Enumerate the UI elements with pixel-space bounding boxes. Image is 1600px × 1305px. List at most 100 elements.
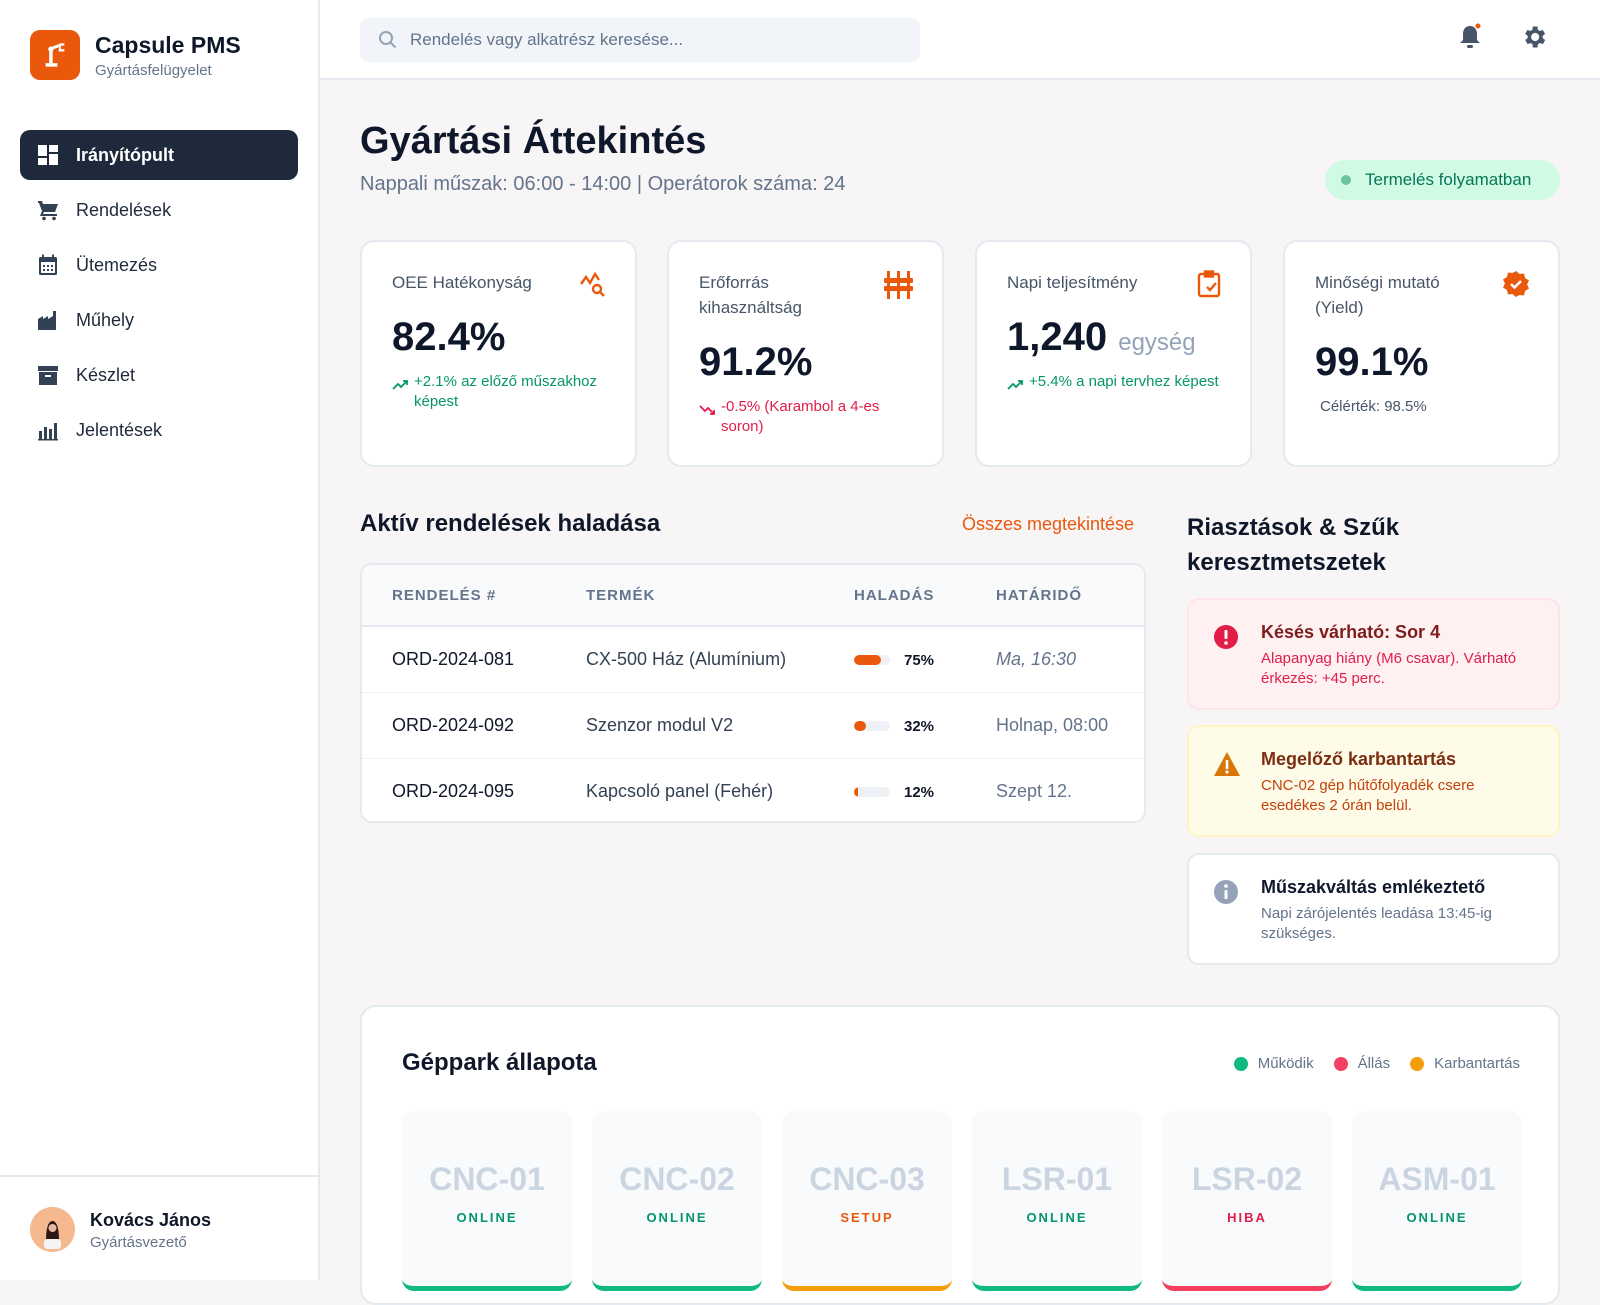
order-id[interactable]: ORD-2024-081 — [392, 649, 515, 669]
alert-title: Műszakváltás emlékeztető — [1261, 877, 1486, 897]
sidebar-item-schedule[interactable]: Ütemezés — [20, 240, 298, 290]
sidebar-item-label: Jelentések — [76, 419, 163, 440]
table-header: RENDELÉS # TERMÉK HALADÁS HATÁRIDŐ — [362, 565, 1144, 627]
sidebar-item-orders[interactable]: Rendelések — [20, 185, 298, 235]
dashboard-icon — [38, 145, 58, 165]
status-badge: Termelés folyamatban — [1325, 160, 1560, 200]
progress-cell: 75% — [854, 649, 934, 670]
machine-card[interactable]: CNC-01 ONLINE — [402, 1111, 572, 1291]
search-input[interactable]: Rendelés vagy alkatrész keresése... — [360, 18, 920, 62]
due-date: Holnap, 08:00 — [996, 715, 1109, 735]
user-name: Kovács János — [90, 1210, 212, 1230]
sidebar-item-reports[interactable]: Jelentések — [20, 405, 298, 455]
sidebar-item-label: Műhely — [76, 309, 135, 330]
table-row[interactable]: ORD-2024-081 CX-500 Ház (Alumínium) 75% … — [362, 627, 1144, 693]
bar-chart-icon — [38, 423, 58, 441]
table-row[interactable]: ORD-2024-095 Kapcsoló panel (Fehér) 12% … — [362, 759, 1144, 821]
column-header[interactable]: HALADÁS — [854, 586, 935, 604]
legend-label: Működik — [1257, 1055, 1314, 1072]
alert-description: Alapanyag hiány (M6 csavar). Várható érk… — [1261, 650, 1517, 687]
table-row[interactable]: ORD-2024-092 Szenzor modul V2 32% Holnap… — [362, 693, 1144, 759]
chart-search-icon — [580, 271, 605, 297]
alerts-section-title: Riasztások & Szűk keresztmetszetek — [1187, 514, 1400, 576]
sidebar-item-label: Készlet — [76, 364, 136, 385]
product-name: Kapcsoló panel (Fehér) — [586, 781, 774, 801]
column-header[interactable]: HATÁRIDŐ — [996, 586, 1083, 604]
alert-error[interactable]: Késés várható: Sor 4 Alapanyag hiány (M6… — [1187, 598, 1560, 710]
kpi-delta-text: +2.1% az előző műszakhoz képest — [414, 373, 598, 410]
legend-item-stopped: Állás — [1333, 1055, 1390, 1072]
status-text: Termelés folyamatban — [1365, 170, 1532, 189]
verified-badge-icon — [1503, 271, 1529, 297]
due-date: Szept 12. — [996, 781, 1073, 801]
kpi-unit: egység — [1118, 329, 1196, 356]
fleet-status-card: Géppark állapota Működik Állás Karbantar… — [360, 1005, 1560, 1305]
kpi-card-utilization: Erőforrás kihasználtság 91.2% -0.5% (Kar… — [667, 240, 944, 467]
progress-bar — [854, 721, 890, 732]
kpi-value: 99.1% — [1315, 340, 1429, 384]
sidebar-item-workshop[interactable]: Műhely — [20, 295, 298, 345]
machine-card[interactable]: CNC-02 ONLINE — [592, 1111, 762, 1291]
error-icon — [1214, 625, 1238, 649]
notifications-button[interactable] — [1453, 20, 1487, 54]
due-date: Ma, 16:30 — [996, 649, 1077, 669]
product-name: CX-500 Ház (Alumínium) — [586, 649, 787, 669]
kpi-label: Minőségi mutató (Yield) — [1315, 273, 1440, 317]
sidebar-item-dashboard[interactable]: Irányítópult — [20, 130, 298, 180]
column-header[interactable]: RENDELÉS # — [392, 586, 497, 604]
alert-title: Késés várható: Sor 4 — [1261, 622, 1441, 642]
sidebar-item-label: Rendelések — [76, 199, 172, 220]
sidebar-nav: Irányítópult Rendelések Ütemezés Műhely … — [20, 130, 298, 460]
search-icon — [379, 31, 397, 49]
kpi-delta-text: -0.5% (Karambol a 4-es soron) — [721, 398, 880, 435]
machine-status: ONLINE — [1406, 1210, 1468, 1225]
kpi-value: 91.2% — [699, 340, 813, 384]
progress-fill — [854, 721, 866, 732]
alert-info[interactable]: Műszakváltás emlékeztető Napi zárójelent… — [1187, 853, 1560, 965]
alert-warning[interactable]: Megelőző karbantartás CNC-02 gép hűtőfol… — [1187, 725, 1560, 837]
machine-name: CNC-03 — [809, 1161, 925, 1197]
machine-card[interactable]: LSR-01 ONLINE — [972, 1111, 1142, 1291]
trend-up-icon — [392, 380, 408, 390]
order-id[interactable]: ORD-2024-095 — [392, 781, 515, 801]
column-header[interactable]: TERMÉK — [586, 586, 656, 604]
view-all-link[interactable]: Összes megtekintése — [962, 514, 1135, 534]
legend-item-running: Működik — [1233, 1055, 1314, 1072]
progress-cell: 32% — [854, 715, 934, 736]
kpi-value: 1,240 egység — [1007, 315, 1220, 360]
orders-section-title: Aktív rendelések haladása — [360, 510, 661, 537]
sidebar-item-inventory[interactable]: Készlet — [20, 350, 298, 400]
trend-down-icon — [699, 405, 715, 415]
machine-name: CNC-02 — [619, 1161, 735, 1197]
clipboard-check-icon — [1197, 270, 1221, 298]
machine-card[interactable]: LSR-02 HIBA — [1162, 1111, 1332, 1291]
machine-card[interactable]: ASM-01 ONLINE — [1352, 1111, 1522, 1291]
brand: Capsule PMS Gyártásfelügyelet — [95, 32, 241, 79]
avatar — [30, 1207, 75, 1252]
factory-icon — [38, 311, 56, 330]
progress-bar — [854, 655, 890, 666]
cart-icon — [38, 201, 58, 221]
kpi-value: 82.4% — [392, 315, 506, 359]
app-title: Capsule PMS — [95, 32, 241, 58]
order-id[interactable]: ORD-2024-092 — [392, 715, 515, 735]
machine-name: LSR-01 — [1001, 1161, 1113, 1197]
progress-bar — [854, 787, 890, 798]
machine-status: HIBA — [1227, 1210, 1267, 1225]
user-profile[interactable]: Kovács János Gyártásvezető — [0, 1175, 318, 1280]
settings-button[interactable] — [1517, 20, 1551, 54]
green-dot-icon — [1233, 1056, 1248, 1071]
orange-dot-icon — [1410, 1056, 1425, 1071]
kpi-label: Napi teljesítmény — [1007, 273, 1138, 292]
archive-icon — [38, 366, 58, 385]
topbar: Rendelés vagy alkatrész keresése... — [320, 0, 1600, 80]
app-subtitle: Gyártásfelügyelet — [95, 62, 212, 79]
sidebar: Capsule PMS Gyártásfelügyelet Irányítópu… — [0, 0, 320, 1280]
machine-status: SETUP — [840, 1210, 894, 1225]
orders-table: RENDELÉS # TERMÉK HALADÁS HATÁRIDŐ ORD-2… — [360, 563, 1146, 823]
resource-icon — [884, 271, 913, 299]
machine-card[interactable]: CNC-03 SETUP — [782, 1111, 952, 1291]
machine-name: ASM-01 — [1378, 1161, 1496, 1197]
progress-percent: 32% — [904, 717, 935, 735]
robot-arm-logo-icon — [30, 30, 80, 80]
